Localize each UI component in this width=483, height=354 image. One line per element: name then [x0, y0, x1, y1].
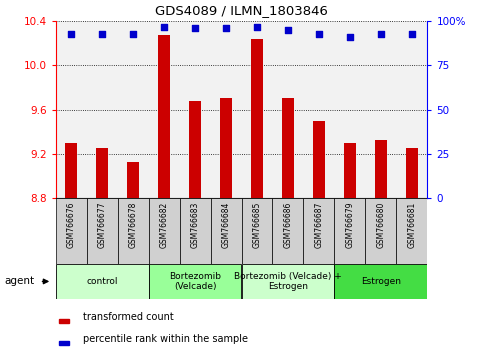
Bar — [334, 198, 366, 264]
Bar — [149, 264, 242, 299]
Title: GDS4089 / ILMN_1803846: GDS4089 / ILMN_1803846 — [155, 4, 328, 17]
Bar — [117, 198, 149, 264]
Bar — [334, 264, 427, 299]
Bar — [344, 143, 356, 198]
Text: GSM766687: GSM766687 — [314, 201, 324, 248]
Text: Bortezomib (Velcade) +
Estrogen: Bortezomib (Velcade) + Estrogen — [234, 272, 342, 291]
Bar — [303, 198, 334, 264]
Point — [253, 24, 261, 29]
Text: GSM766682: GSM766682 — [159, 201, 169, 248]
Text: GSM766676: GSM766676 — [67, 201, 75, 248]
Text: agent: agent — [5, 276, 35, 286]
Bar — [65, 143, 77, 198]
Point — [377, 31, 385, 36]
Point — [67, 31, 75, 36]
Bar — [406, 148, 418, 198]
Text: GSM766683: GSM766683 — [190, 201, 199, 248]
Bar — [59, 341, 69, 345]
Bar — [251, 39, 263, 198]
Point — [222, 25, 230, 31]
Bar — [272, 198, 303, 264]
Bar — [180, 198, 211, 264]
Text: GSM766679: GSM766679 — [345, 201, 355, 248]
Bar — [149, 198, 180, 264]
Bar — [158, 35, 170, 198]
Bar — [313, 121, 325, 198]
Point — [129, 31, 137, 36]
Bar — [56, 198, 86, 264]
Text: Estrogen: Estrogen — [361, 277, 401, 286]
Bar — [211, 198, 242, 264]
Bar — [366, 198, 397, 264]
Bar — [189, 101, 201, 198]
Bar — [127, 162, 139, 198]
Bar — [242, 198, 272, 264]
Bar — [242, 264, 334, 299]
Text: GSM766684: GSM766684 — [222, 201, 230, 248]
Text: transformed count: transformed count — [84, 312, 174, 322]
Text: GSM766685: GSM766685 — [253, 201, 261, 248]
Point — [315, 31, 323, 36]
Bar — [220, 98, 232, 198]
Bar — [56, 264, 149, 299]
Bar — [59, 319, 69, 323]
Point — [160, 24, 168, 29]
Point — [346, 34, 354, 40]
Bar — [86, 198, 117, 264]
Text: GSM766686: GSM766686 — [284, 201, 293, 248]
Text: Bortezomib
(Velcade): Bortezomib (Velcade) — [169, 272, 221, 291]
Point — [408, 31, 416, 36]
Point — [191, 25, 199, 31]
Text: GSM766677: GSM766677 — [98, 201, 107, 248]
Bar — [375, 139, 387, 198]
Text: percentile rank within the sample: percentile rank within the sample — [84, 333, 248, 343]
Text: GSM766678: GSM766678 — [128, 201, 138, 248]
Bar — [397, 198, 427, 264]
Text: control: control — [86, 277, 118, 286]
Point — [98, 31, 106, 36]
Bar — [282, 98, 294, 198]
Text: GSM766681: GSM766681 — [408, 201, 416, 248]
Text: GSM766680: GSM766680 — [376, 201, 385, 248]
Bar — [96, 148, 108, 198]
Point — [284, 27, 292, 33]
